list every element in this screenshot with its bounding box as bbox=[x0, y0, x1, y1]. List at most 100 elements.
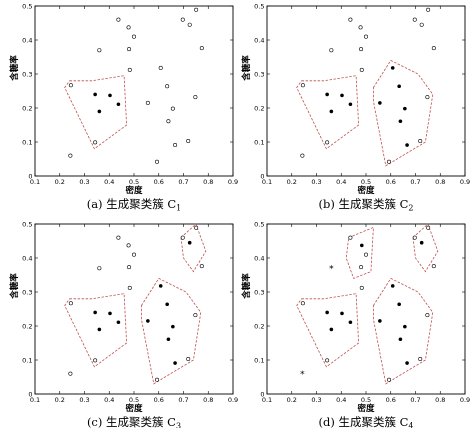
x-tick-label: 0.4 bbox=[336, 178, 346, 186]
cluster-hull-1 bbox=[296, 293, 360, 368]
sample-point-filled bbox=[93, 310, 97, 315]
sample-point-open bbox=[387, 159, 392, 164]
sample-point-open bbox=[97, 48, 102, 53]
x-tick-label: 0.7 bbox=[178, 178, 188, 186]
sample-point-filled bbox=[403, 324, 407, 329]
sample-point-filled bbox=[165, 302, 169, 307]
sample-point-open bbox=[412, 17, 417, 22]
x-tick-label: 0.2 bbox=[287, 178, 297, 186]
y-tick-label: 0.1 bbox=[22, 138, 32, 146]
x-tick-label: 0.7 bbox=[410, 396, 420, 404]
x-tick-label: 0.8 bbox=[435, 178, 445, 186]
sample-point-filled bbox=[325, 310, 329, 315]
sample-point-open bbox=[193, 95, 198, 100]
x-tick-label: 0.8 bbox=[435, 396, 445, 404]
sample-point-star: * bbox=[300, 370, 305, 380]
sample-point-filled bbox=[171, 324, 175, 329]
sample-point-open bbox=[419, 22, 424, 27]
sample-point-filled bbox=[340, 93, 344, 98]
x-tick-label: 0.2 bbox=[287, 396, 297, 404]
cluster-hull-2 bbox=[372, 277, 434, 385]
sample-point-filled bbox=[403, 106, 407, 111]
y-tick-label: 0.5 bbox=[22, 2, 32, 10]
sample-point-filled bbox=[419, 240, 424, 245]
x-tick-label: 0.1 bbox=[262, 178, 272, 186]
sample-point-open bbox=[431, 46, 436, 51]
y-tick-label: 0.5 bbox=[254, 2, 264, 10]
sample-point-open bbox=[93, 140, 98, 145]
sample-point-filled bbox=[97, 327, 102, 332]
sample-point-filled bbox=[397, 302, 401, 307]
x-tick-label: 0.2 bbox=[55, 178, 65, 186]
sample-point-open bbox=[300, 301, 305, 306]
y-tick-label: 0.4 bbox=[254, 36, 264, 44]
sample-point-open bbox=[126, 243, 131, 248]
sample-point-open bbox=[68, 301, 73, 306]
sample-point-open bbox=[166, 119, 171, 124]
x-tick-label: 0.8 bbox=[203, 396, 213, 404]
sample-point-open bbox=[348, 235, 353, 240]
sample-point-open bbox=[68, 153, 73, 158]
y-tick-label: 0.4 bbox=[22, 254, 32, 262]
sample-point-open bbox=[194, 225, 199, 230]
sample-point-open bbox=[199, 46, 204, 51]
cluster-hull-1 bbox=[64, 75, 128, 150]
sample-point-open bbox=[186, 356, 191, 361]
y-tick-label: 0.3 bbox=[22, 70, 32, 78]
sample-point-open bbox=[418, 138, 423, 143]
x-tick-label: 0.6 bbox=[386, 178, 396, 186]
sample-point-filled bbox=[108, 93, 112, 98]
x-tick-label: 0.3 bbox=[79, 396, 89, 404]
sample-point-open bbox=[158, 65, 163, 70]
y-tick-label: 0.2 bbox=[254, 104, 264, 112]
x-tick-label: 0.5 bbox=[361, 396, 371, 404]
x-tick-label: 0.4 bbox=[104, 396, 114, 404]
sample-point-open bbox=[363, 252, 368, 257]
cluster-hull-1 bbox=[296, 75, 360, 150]
scatter-panel-2: 0.1 0.2 0.3 0.4 0.5 0.6 0.7 0.8 0.900.10.20.30.4… bbox=[241, 2, 470, 212]
x-tick-label: 0.9 bbox=[460, 178, 470, 186]
x-tick-label: 0.9 bbox=[228, 396, 238, 404]
x-tick-label: 0.6 bbox=[386, 396, 396, 404]
plot-frame bbox=[266, 223, 466, 395]
x-axis-label: 密度 bbox=[356, 185, 375, 196]
y-tick-label: 0.1 bbox=[22, 356, 32, 364]
sample-point-open bbox=[425, 313, 430, 318]
sample-point-open bbox=[180, 235, 185, 240]
sample-point-open bbox=[300, 153, 305, 158]
x-tick-label: 0.1 bbox=[30, 178, 40, 186]
cluster-hull-4 bbox=[345, 226, 374, 279]
sample-point-open bbox=[155, 377, 160, 382]
cluster-hull-3 bbox=[180, 223, 207, 273]
y-axis-label: 含糖率 bbox=[241, 55, 252, 82]
y-axis-label: 含糖率 bbox=[9, 273, 20, 300]
sample-point-open bbox=[68, 371, 73, 376]
sample-point-open bbox=[359, 67, 364, 72]
sample-point-filled bbox=[340, 311, 344, 316]
y-tick-label: 0.2 bbox=[22, 322, 32, 330]
x-tick-label: 0.5 bbox=[361, 178, 371, 186]
sample-point-filled bbox=[348, 320, 353, 325]
sample-point-filled bbox=[97, 109, 102, 114]
sample-point-filled bbox=[108, 311, 112, 316]
x-axis-label: 密度 bbox=[356, 403, 375, 414]
x-tick-label: 0.7 bbox=[178, 396, 188, 404]
sample-point-open bbox=[418, 356, 423, 361]
sample-point-open bbox=[180, 17, 185, 22]
y-tick-label: 0 bbox=[28, 390, 32, 398]
sample-point-filled bbox=[329, 109, 334, 114]
panel-caption: (b) 生成聚类簇 C2 bbox=[318, 197, 413, 213]
x-tick-label: 0.9 bbox=[228, 178, 238, 186]
x-tick-label: 0.1 bbox=[262, 396, 272, 404]
sample-point-open bbox=[155, 159, 160, 164]
y-tick-label: 0 bbox=[28, 172, 32, 180]
y-tick-label: 0.1 bbox=[254, 356, 264, 364]
sample-point-open bbox=[127, 47, 132, 52]
sample-point-open bbox=[186, 138, 191, 143]
sample-point-open bbox=[363, 34, 368, 39]
x-tick-label: 0.3 bbox=[311, 178, 321, 186]
x-tick-label: 0.6 bbox=[154, 178, 164, 186]
sample-point-filled bbox=[325, 92, 329, 97]
plot-frame bbox=[34, 5, 234, 177]
sample-point-open bbox=[97, 266, 102, 271]
